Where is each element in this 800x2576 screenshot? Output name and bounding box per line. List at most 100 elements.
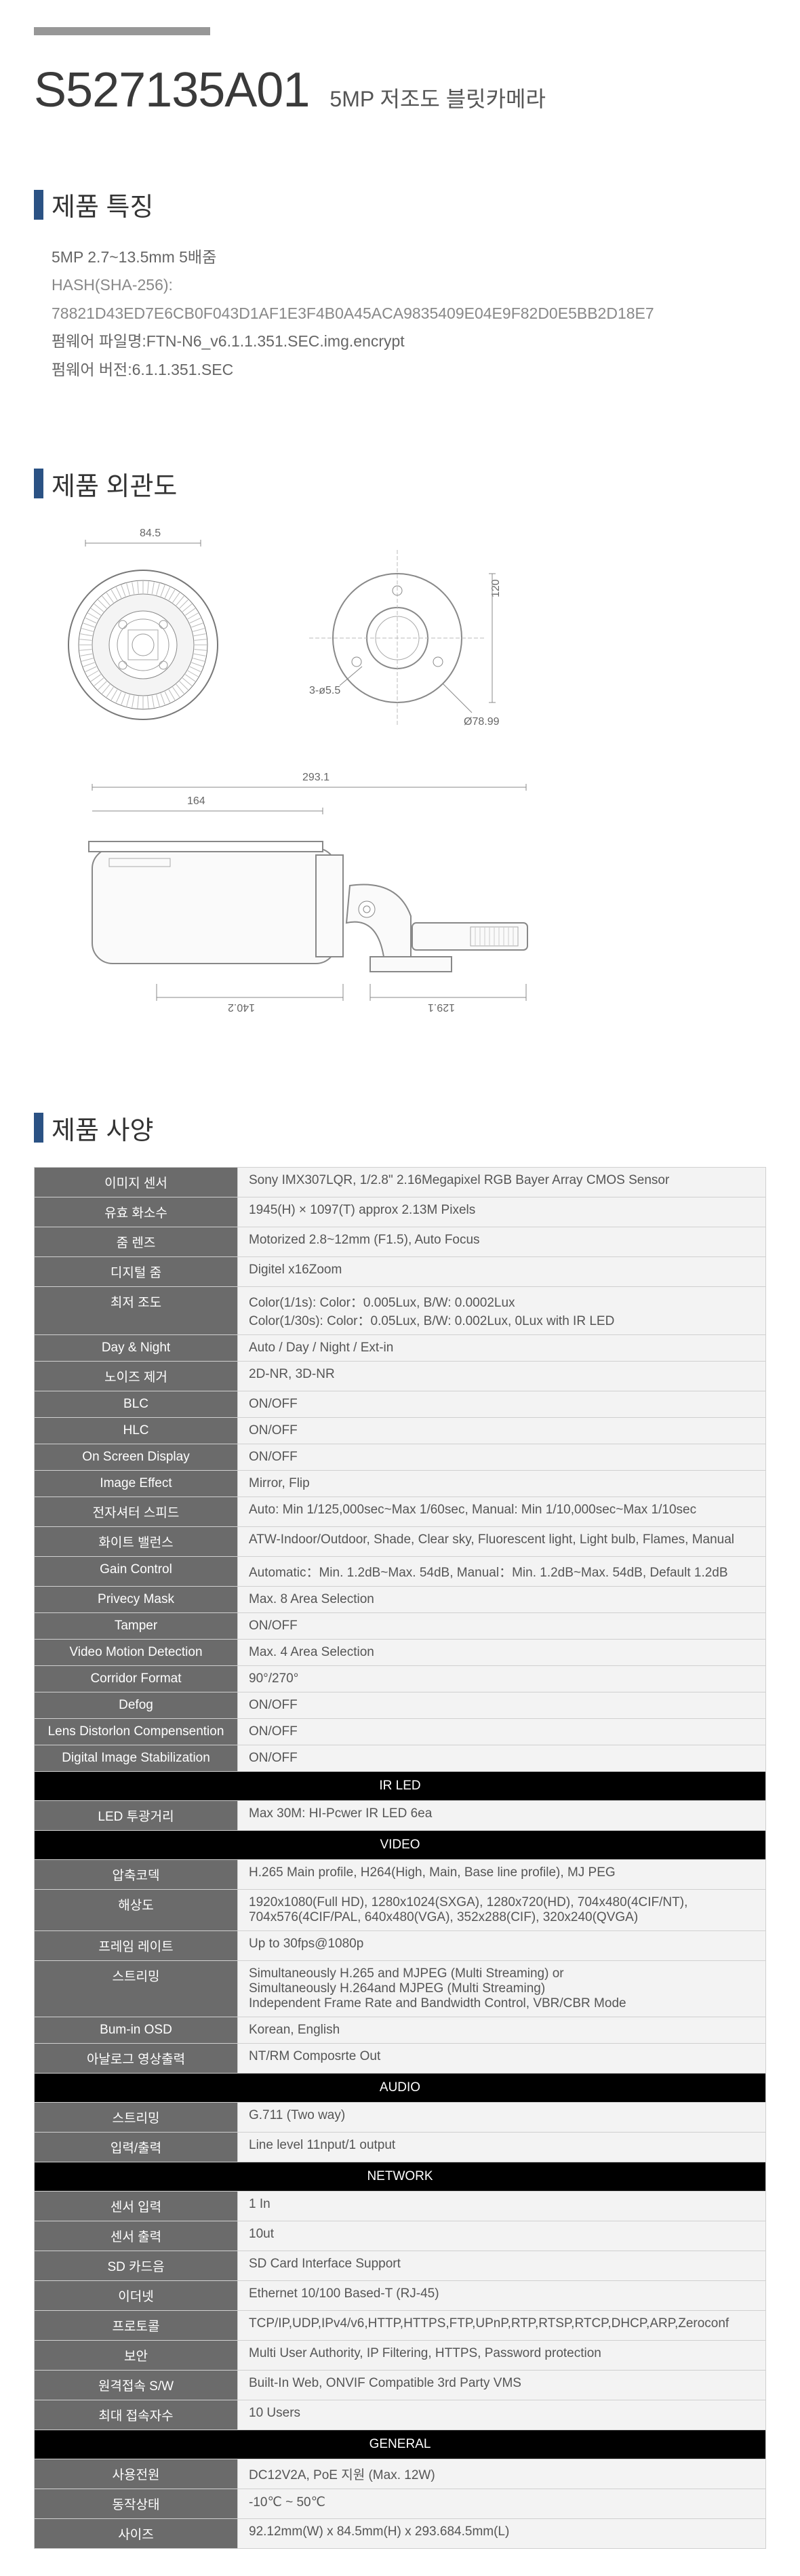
table-row: Lens Distorlon CompensentionON/OFF — [35, 1718, 766, 1745]
table-row: 센서 입력1 In — [35, 2191, 766, 2221]
table-row: 최저 조도Color(1/1s): Color：0.005Lux, B/W: 0… — [35, 1286, 766, 1334]
features-heading: 제품 특징 — [34, 186, 766, 223]
table-row: On Screen DisplayON/OFF — [35, 1444, 766, 1470]
spec-value: ON/OFF — [238, 1417, 766, 1444]
spec-label: Day & Night — [35, 1334, 238, 1361]
spec-value: H.265 Main profile, H264(High, Main, Bas… — [238, 1859, 766, 1889]
spec-label: 이미지 센서 — [35, 1167, 238, 1197]
table-row: 보안Multi User Authority, IP Filtering, HT… — [35, 2340, 766, 2370]
table-row: 화이트 밸런스ATW-Indoor/Outdoor, Shade, Clear … — [35, 1526, 766, 1556]
feature-fw-name: 펌웨어 파일명:FTN-N6_v6.1.1.351.SEC.img.encryp… — [52, 328, 766, 355]
spec-value: -10℃ ~ 50℃ — [238, 2489, 766, 2518]
spec-label: 입력/출력 — [35, 2132, 238, 2162]
spec-value: 1 In — [238, 2191, 766, 2221]
table-row: Video Motion DetectionMax. 4 Area Select… — [35, 1639, 766, 1665]
spec-value: 1920x1080(Full HD), 1280x1024(SXGA), 128… — [238, 1889, 766, 1930]
spec-label: Tamper — [35, 1612, 238, 1639]
spec-label: Gain Control — [35, 1556, 238, 1586]
table-row: 사이즈92.12mm(W) x 84.5mm(H) x 293.684.5mm(… — [35, 2518, 766, 2548]
svg-text:293.1: 293.1 — [302, 772, 329, 783]
title-row: S527135A01 5MP 저조도 블릿카메라 — [34, 62, 766, 118]
table-row: 노이즈 제거2D-NR, 3D-NR — [35, 1361, 766, 1391]
spec-value: Sony IMX307LQR, 1/2.8" 2.16Megapixel RGB… — [238, 1167, 766, 1197]
section-bar-icon — [34, 1113, 43, 1143]
spec-value: Max. 8 Area Selection — [238, 1586, 766, 1612]
drawing-front: 84.5 — [52, 523, 255, 740]
spec-label: On Screen Display — [35, 1444, 238, 1470]
spec-label: 최대 접속자수 — [35, 2400, 238, 2430]
spec-value: Simultaneously H.265 and MJPEG (Multi St… — [238, 1960, 766, 2017]
spec-label: 스트리밍 — [35, 2102, 238, 2132]
spec-value: 1945(H) × 1097(T) approx 2.13M Pixels — [238, 1197, 766, 1227]
spec-value: Digitel x16Zoom — [238, 1256, 766, 1286]
svg-text:129.1: 129.1 — [428, 1002, 455, 1013]
table-row: BLCON/OFF — [35, 1391, 766, 1417]
table-row: HLCON/OFF — [35, 1417, 766, 1444]
table-row: 해상도1920x1080(Full HD), 1280x1024(SXGA), … — [35, 1889, 766, 1930]
spec-label: 사용전원 — [35, 2459, 238, 2489]
spec-value: 10ut — [238, 2221, 766, 2251]
spec-value: Motorized 2.8~12mm (F1.5), Auto Focus — [238, 1227, 766, 1256]
table-row: 줌 렌즈Motorized 2.8~12mm (F1.5), Auto Focu… — [35, 1227, 766, 1256]
spec-value: 10 Users — [238, 2400, 766, 2430]
spec-label: Privecy Mask — [35, 1586, 238, 1612]
spec-label: 최저 조도 — [35, 1286, 238, 1334]
section-bar-icon — [34, 469, 43, 498]
table-row: LED 투광거리Max 30M: HI-Pcwer IR LED 6ea — [35, 1800, 766, 1830]
spec-label: 이더넷 — [35, 2280, 238, 2310]
feature-lens: 5MP 2.7~13.5mm 5배줌 — [52, 243, 766, 271]
spec-value: 92.12mm(W) x 84.5mm(H) x 293.684.5mm(L) — [238, 2518, 766, 2548]
table-row: 프로토콜TCP/IP,UDP,IPv4/v6,HTTP,HTTPS,FTP,UP… — [35, 2310, 766, 2340]
spec-label: Digital Image Stabilization — [35, 1745, 238, 1771]
svg-text:164: 164 — [187, 795, 205, 807]
spec-value: Automatic：Min. 1.2dB~Max. 54dB, Manual：M… — [238, 1556, 766, 1586]
spec-heading: 제품 사양 — [34, 1109, 766, 1147]
spec-label: 디지털 줌 — [35, 1256, 238, 1286]
product-subtitle: 5MP 저조도 블릿카메라 — [329, 82, 546, 113]
spec-label: Bum-in OSD — [35, 2017, 238, 2043]
spec-label: Lens Distorlon Compensention — [35, 1718, 238, 1745]
spec-group-header: IR LED — [35, 1771, 766, 1800]
feature-hash: HASH(SHA-256): 78821D43ED7E6CB0F043D1AF1… — [52, 271, 766, 328]
spec-label: 센서 출력 — [35, 2221, 238, 2251]
svg-text:84.5: 84.5 — [140, 528, 161, 539]
spec-value: 2D-NR, 3D-NR — [238, 1361, 766, 1391]
table-row: TamperON/OFF — [35, 1612, 766, 1639]
spec-label: 압축코덱 — [35, 1859, 238, 1889]
table-row: Corridor Format90°/270° — [35, 1665, 766, 1692]
spec-label: 센서 입력 — [35, 2191, 238, 2221]
spec-label: 보안 — [35, 2340, 238, 2370]
spec-value: Color(1/1s): Color：0.005Lux, B/W: 0.0002… — [238, 1286, 766, 1334]
spec-group-header: GENERAL — [35, 2430, 766, 2459]
table-row: 전자셔터 스피드Auto: Min 1/125,000sec~Max 1/60s… — [35, 1497, 766, 1526]
spec-value: ATW-Indoor/Outdoor, Shade, Clear sky, Fl… — [238, 1526, 766, 1556]
spec-value: Built-In Web, ONVIF Compatible 3rd Party… — [238, 2370, 766, 2400]
spec-label: 아날로그 영상출력 — [35, 2043, 238, 2073]
spec-value: NT/RM Composrte Out — [238, 2043, 766, 2073]
table-row: 원격접속 S/WBuilt-In Web, ONVIF Compatible 3… — [35, 2370, 766, 2400]
spec-label: Image Effect — [35, 1470, 238, 1497]
spec-value: ON/OFF — [238, 1692, 766, 1718]
table-row: 동작상태-10℃ ~ 50℃ — [35, 2489, 766, 2518]
table-row: Image EffectMirror, Flip — [35, 1470, 766, 1497]
table-row: 이미지 센서Sony IMX307LQR, 1/2.8" 2.16Megapix… — [35, 1167, 766, 1197]
spec-value: Auto / Day / Night / Ext-in — [238, 1334, 766, 1361]
spec-value: ON/OFF — [238, 1745, 766, 1771]
spec-label: Defog — [35, 1692, 238, 1718]
model-number: S527135A01 — [34, 62, 309, 118]
spec-title: 제품 사양 — [52, 1109, 153, 1147]
spec-value: G.711 (Two way) — [238, 2102, 766, 2132]
spec-value: Korean, English — [238, 2017, 766, 2043]
table-row: SD 카드음SD Card Interface Support — [35, 2251, 766, 2280]
table-row: Privecy MaskMax. 8 Area Selection — [35, 1586, 766, 1612]
spec-label: LED 투광거리 — [35, 1800, 238, 1830]
table-row: Digital Image StabilizationON/OFF — [35, 1745, 766, 1771]
spec-value: ON/OFF — [238, 1718, 766, 1745]
spec-value: TCP/IP,UDP,IPv4/v6,HTTP,HTTPS,FTP,UPnP,R… — [238, 2310, 766, 2340]
appearance-title: 제품 외관도 — [52, 465, 177, 502]
spec-value: 90°/270° — [238, 1665, 766, 1692]
table-row: 유효 화소수1945(H) × 1097(T) approx 2.13M Pix… — [35, 1197, 766, 1227]
spec-value: ON/OFF — [238, 1444, 766, 1470]
spec-value: ON/OFF — [238, 1391, 766, 1417]
table-row: 최대 접속자수10 Users — [35, 2400, 766, 2430]
